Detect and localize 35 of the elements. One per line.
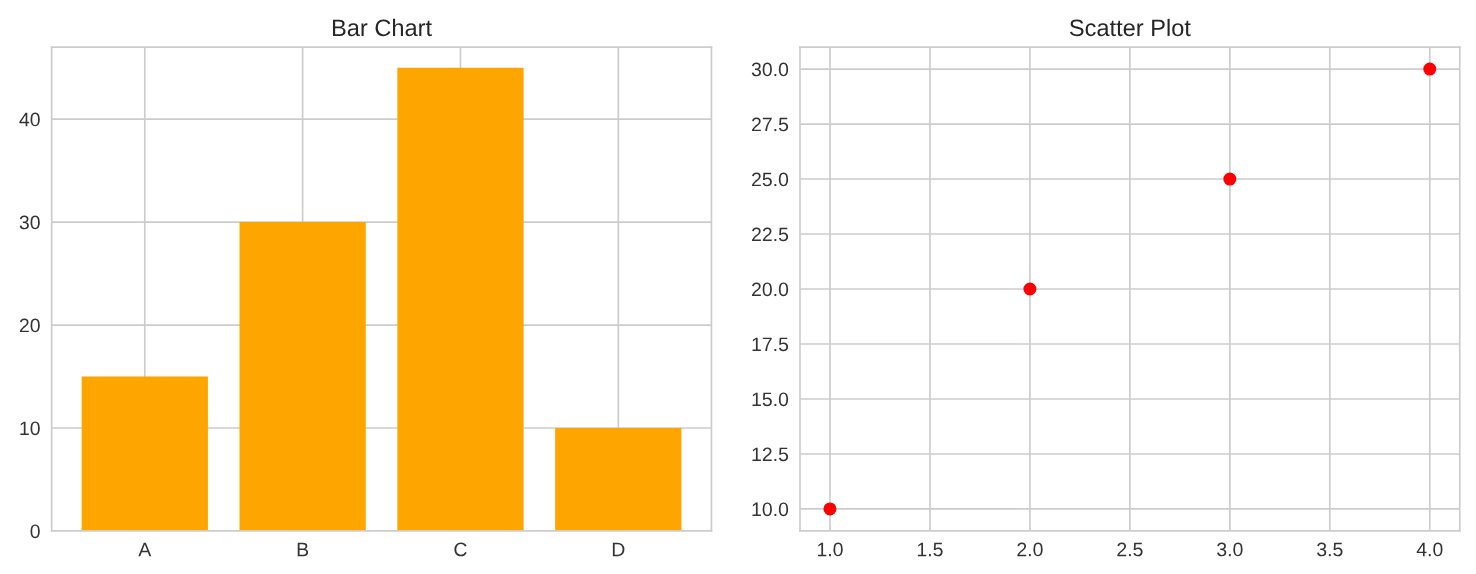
y-tick-label: 0 bbox=[30, 524, 40, 539]
y-tick-label: 10.0 bbox=[752, 502, 789, 517]
bar bbox=[81, 376, 208, 531]
x-tick-label: 1.5 bbox=[917, 542, 943, 557]
point bbox=[1423, 62, 1437, 76]
y-tick-label: 27.5 bbox=[752, 117, 789, 132]
x-tick-label: 3.5 bbox=[1317, 542, 1343, 557]
x-tick-label: 3.0 bbox=[1217, 542, 1243, 557]
y-tick-label: 12.5 bbox=[752, 447, 789, 462]
y-tick-label: 20 bbox=[19, 318, 40, 333]
y-tick-label: 15.0 bbox=[752, 392, 789, 407]
x-tick-label: 1.0 bbox=[817, 542, 843, 557]
x-tick-label: 2.0 bbox=[1017, 542, 1043, 557]
point bbox=[1023, 282, 1037, 296]
y-tick-label: 20.0 bbox=[752, 282, 789, 297]
y-tick-label: 25.0 bbox=[752, 172, 789, 187]
x-tick-label: A bbox=[138, 542, 152, 557]
point bbox=[1223, 172, 1237, 186]
y-tick-label: 22.5 bbox=[752, 227, 789, 242]
y-tick-label: 17.5 bbox=[752, 337, 789, 352]
bar bbox=[397, 67, 524, 531]
x-tick-label: B bbox=[297, 542, 309, 557]
x-tick-label: 2.5 bbox=[1117, 542, 1143, 557]
y-tick-label: 10 bbox=[20, 421, 40, 436]
x-tick-label: C bbox=[454, 542, 467, 557]
x-tick-label: D bbox=[612, 542, 625, 557]
y-tick-label: 30 bbox=[19, 215, 40, 230]
point bbox=[823, 502, 837, 516]
chart-title: Scatter Plot bbox=[1069, 18, 1191, 37]
bar bbox=[239, 222, 366, 531]
chart-title: Bar Chart bbox=[332, 18, 432, 37]
y-tick-label: 30.0 bbox=[751, 62, 789, 77]
y-tick-label: 40 bbox=[19, 112, 40, 127]
x-tick-label: 4.0 bbox=[1416, 542, 1443, 557]
bar bbox=[555, 428, 682, 531]
